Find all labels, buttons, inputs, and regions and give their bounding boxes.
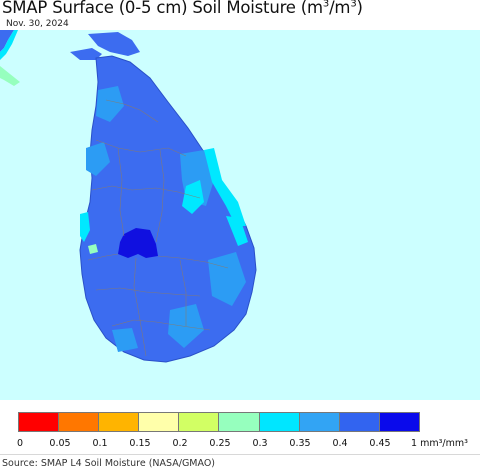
- colorbar-swatch: [299, 413, 340, 431]
- map-canvas: [0, 30, 257, 363]
- coast-strip-mannar: [88, 244, 98, 254]
- colorbar-tick-label: 0.1: [92, 438, 108, 449]
- colorbar-swatch: [19, 413, 60, 431]
- mid-patch-southeast: [208, 252, 246, 306]
- colorbar-tick-label: 0.25: [209, 438, 231, 449]
- colorbar-swatch: [259, 413, 300, 431]
- colorbar-swatch: [59, 413, 100, 431]
- colorbar-swatch: [379, 413, 419, 431]
- coast-strip-east: [204, 148, 246, 226]
- colorbar-swatch: [219, 413, 260, 431]
- coast-strip-batticaloa: [226, 216, 248, 246]
- colorbar-tick-label: 0.15: [129, 438, 151, 449]
- colorbar-unit-label: 1 mm³/mm³: [411, 438, 468, 449]
- colorbar-tick-label: 0.2: [172, 438, 188, 449]
- colorbar-tick-label: 0: [16, 438, 24, 449]
- colorbar-swatch: [99, 413, 140, 431]
- jaffna-peninsula: [88, 32, 140, 56]
- wet-core-highlands: [118, 228, 158, 258]
- jaffna-islands: [70, 48, 102, 60]
- source-credit: Source: SMAP L4 Soil Moisture (NASA/GMAO…: [2, 458, 216, 469]
- colorbar-swatch: [179, 413, 220, 431]
- soil-moisture-map: [0, 30, 480, 400]
- footer-divider: [0, 454, 480, 455]
- district-boundaries: [87, 99, 229, 357]
- colorbar-swatch: [139, 413, 180, 431]
- coast-strip-west: [80, 212, 90, 242]
- coast-strip-trinco: [182, 180, 204, 214]
- india-coast: [0, 30, 14, 52]
- colorbar-tick-label: 0.3: [252, 438, 268, 449]
- india-green-patch: [0, 66, 20, 86]
- mid-patch-north: [96, 86, 124, 122]
- colorbar-tick-label: 0.45: [369, 438, 391, 449]
- colorbar-tick-label: 0.4: [332, 438, 348, 449]
- colorbar-tick-label: 0.05: [49, 438, 71, 449]
- map-title: SMAP Surface (0-5 cm) Soil Moisture (m3/…: [2, 0, 363, 17]
- colorbar: [18, 412, 420, 432]
- map-date: Nov. 30, 2024: [6, 19, 69, 29]
- colorbar-tick-label: 0.35: [289, 438, 311, 449]
- mid-patch-west: [86, 142, 110, 176]
- india-coast-edge: [0, 30, 18, 60]
- colorbar-swatch: [339, 413, 380, 431]
- mid-patch-southwest: [112, 328, 138, 352]
